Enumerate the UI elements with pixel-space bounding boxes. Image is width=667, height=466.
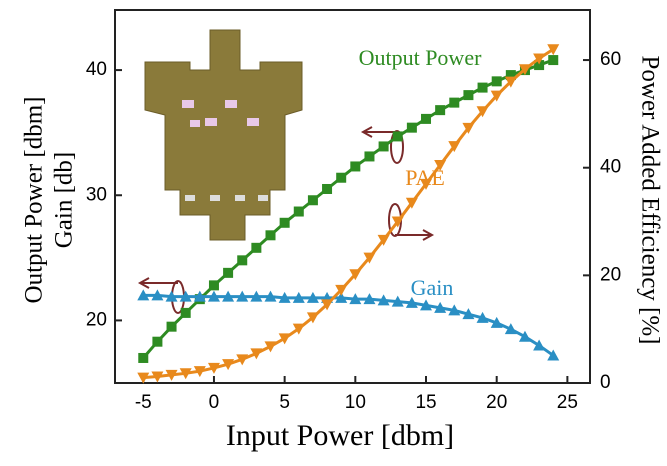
data-point <box>251 243 261 253</box>
series-line <box>143 295 553 355</box>
y-tick-label: 30 <box>86 184 107 205</box>
x-tick-label: 15 <box>415 392 436 413</box>
chart: -5 0 5 10 15 20 25 20 30 40 0 20 40 60 Input Power [db… <box>0 0 667 461</box>
data-point <box>167 322 177 332</box>
data-point <box>519 331 531 342</box>
y2-tick-label: 0 <box>600 372 611 393</box>
data-point <box>393 131 403 141</box>
data-point <box>336 173 346 183</box>
data-point <box>209 280 219 290</box>
y-tick-label: 40 <box>86 59 107 80</box>
data-point <box>407 123 417 133</box>
x-tick-label: 10 <box>345 392 366 413</box>
data-point <box>279 333 291 344</box>
series-label: Gain <box>411 275 454 300</box>
data-point <box>492 76 502 86</box>
data-point <box>548 55 558 65</box>
series-label: Output Power <box>359 45 483 70</box>
y-tick-label: 20 <box>86 309 107 330</box>
data-point <box>449 98 459 108</box>
x-axis-title: Input Power [dbm] <box>226 419 454 452</box>
x-tick-label: 0 <box>209 392 220 413</box>
y2-tick-label: 20 <box>600 264 621 285</box>
x-tick-label: 20 <box>486 392 507 413</box>
y2-axis-title: Power Added Efficiency [%] <box>636 55 663 344</box>
data-point <box>138 353 148 363</box>
series-label: PAE <box>405 165 445 190</box>
data-point <box>152 337 162 347</box>
data-point <box>280 218 290 228</box>
data-point <box>223 268 233 278</box>
data-point <box>379 141 389 151</box>
y-axis-title: Output Power [dbm] <box>21 97 48 304</box>
data-point <box>364 151 374 161</box>
data-point <box>350 161 360 171</box>
data-point <box>237 255 247 265</box>
y2-tick-label: 40 <box>600 157 621 178</box>
data-point <box>478 83 488 93</box>
data-point <box>294 207 304 217</box>
series <box>137 289 559 360</box>
x-tick-label: 5 <box>279 392 290 413</box>
data-point <box>322 184 332 194</box>
x-tick-label: -5 <box>135 392 152 413</box>
data-point <box>421 114 431 124</box>
data-point <box>308 195 318 205</box>
data-point <box>435 105 445 115</box>
data-point <box>181 308 191 318</box>
data-point <box>266 230 276 240</box>
data-point <box>463 90 473 100</box>
y2-tick-label: 60 <box>600 49 621 70</box>
x-tick-label: 25 <box>557 392 578 413</box>
y-axis-title: Gain [db] <box>51 152 78 249</box>
chip-image <box>145 30 302 240</box>
